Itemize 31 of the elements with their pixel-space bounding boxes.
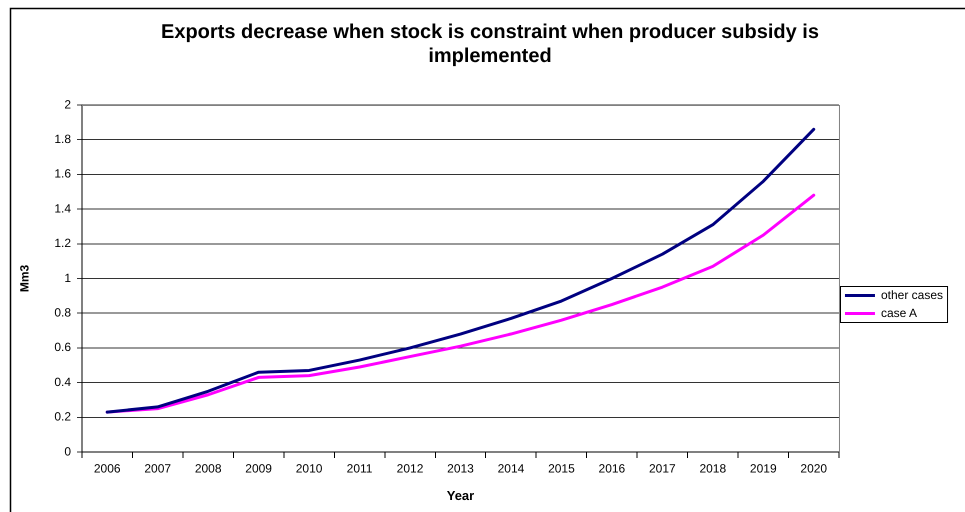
y-tick-label: 1.6 bbox=[54, 166, 72, 181]
y-tick-label: 0.8 bbox=[54, 306, 72, 320]
y-tick-label: 0.6 bbox=[54, 340, 72, 354]
x-tick-label: 2014 bbox=[498, 462, 525, 476]
x-tick-label: 2010 bbox=[296, 462, 323, 476]
legend-label: other cases bbox=[880, 288, 944, 302]
y-axis-title: Mm3 bbox=[18, 264, 32, 292]
x-tick-label: 2006 bbox=[94, 462, 121, 476]
y-tick-label: 1 bbox=[64, 270, 72, 285]
x-tick-label: 2020 bbox=[800, 462, 828, 476]
y-tick-label: 2 bbox=[64, 97, 72, 112]
x-tick-label: 2007 bbox=[144, 462, 172, 476]
y-tick-label: 1.2 bbox=[54, 236, 72, 250]
x-tick-label: 2009 bbox=[245, 462, 272, 476]
y-tick-label: 1.8 bbox=[54, 132, 72, 146]
x-tick-label: 2018 bbox=[699, 462, 726, 476]
x-tick-label: 2008 bbox=[194, 462, 222, 476]
x-tick-label: 2017 bbox=[648, 462, 676, 476]
y-tick-label: 0.2 bbox=[54, 410, 72, 424]
chart-title: Exports decrease when stock is constraint when producer subsidy is implemented bbox=[160, 20, 820, 68]
x-axis-title: Year bbox=[446, 488, 474, 503]
legend-label: case A bbox=[880, 306, 917, 320]
x-tick-label: 2012 bbox=[396, 462, 424, 476]
y-tick-label: 0 bbox=[64, 444, 72, 458]
x-tick-label: 2011 bbox=[346, 462, 373, 476]
x-tick-label: 2016 bbox=[598, 462, 626, 476]
x-tick-label: 2019 bbox=[750, 462, 777, 476]
y-tick-label: 1.4 bbox=[54, 201, 72, 216]
x-tick-label: 2015 bbox=[548, 462, 576, 476]
y-tick-label: 0.4 bbox=[54, 374, 72, 389]
x-tick-label: 2013 bbox=[447, 462, 474, 476]
